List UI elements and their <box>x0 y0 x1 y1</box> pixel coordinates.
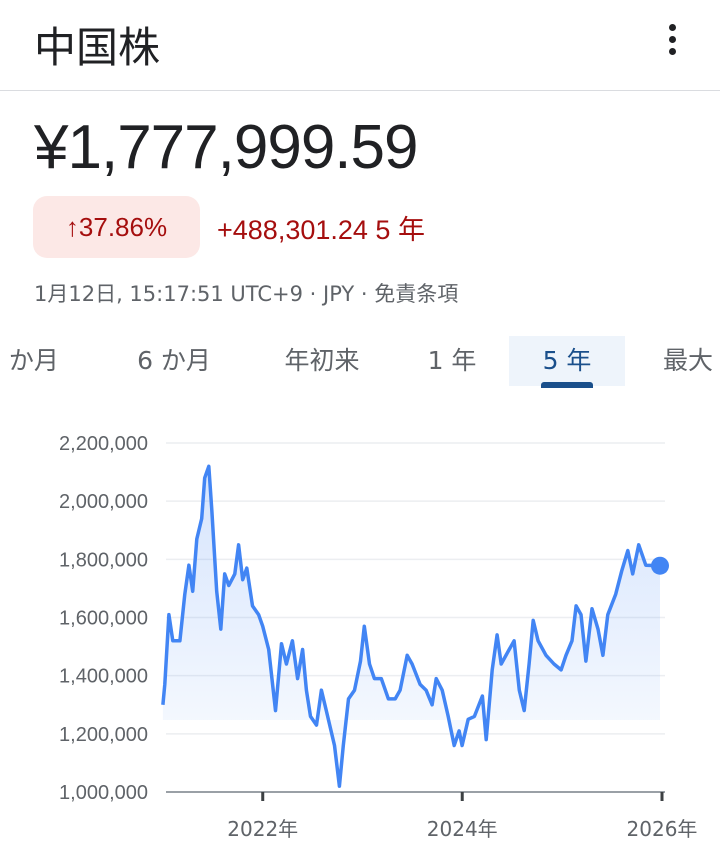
x-tick-label: 2026年 <box>627 817 698 841</box>
tab-1-year[interactable]: 1 年 <box>427 346 477 375</box>
more-vert-icon[interactable] <box>660 24 684 64</box>
y-tick-label: 2,000,000 <box>59 491 148 513</box>
tab-max[interactable]: 最大 <box>662 346 713 375</box>
tab-1-month[interactable]: 1 か月 <box>0 346 59 375</box>
price-chart[interactable]: 1,000,000 1,200,000 1,400,000 1,600,000 1,80… <box>0 420 720 847</box>
area-fill <box>162 466 660 787</box>
y-tick-label: 1,000,000 <box>59 782 148 804</box>
change-period: 5 年 <box>375 215 425 245</box>
y-tick-label: 1,800,000 <box>59 549 148 571</box>
disclaimer-link[interactable]: 免責条項 <box>374 282 459 306</box>
tab-ytd[interactable]: 年初来 <box>284 346 360 375</box>
y-tick-label: 2,200,000 <box>59 433 148 455</box>
price-value: ¥1,777,999.59 <box>34 113 418 182</box>
current-point-marker <box>651 556 669 575</box>
y-tick-label: 1,400,000 <box>59 666 148 688</box>
tab-5-years[interactable]: 5 年 <box>509 336 625 388</box>
page-title: 中国株 <box>34 23 161 72</box>
change-amount: +488,301.24 <box>217 215 368 245</box>
x-tick-label: 2022年 <box>227 817 298 841</box>
tab-6-months[interactable]: 6 か月 <box>137 346 211 375</box>
range-tabs: 1 か月 6 か月 年初来 1 年 5 年 最大 <box>0 336 720 388</box>
timestamp: 1月12日, 15:17:51 UTC+9 · JPY · <box>34 282 375 306</box>
y-tick-label: 1,600,000 <box>59 608 148 630</box>
app-bar: 中国株 <box>0 0 720 91</box>
y-tick-label: 1,200,000 <box>59 724 148 746</box>
change-value: +488,301.24 5 年 <box>217 208 425 247</box>
price-line <box>161 464 661 788</box>
x-tick-label: 2024年 <box>427 817 498 841</box>
quote-meta: 1月12日, 15:17:51 UTC+9 · JPY · 免責条項 <box>34 278 458 308</box>
change-percent-badge: ↑37.86% <box>33 196 200 258</box>
